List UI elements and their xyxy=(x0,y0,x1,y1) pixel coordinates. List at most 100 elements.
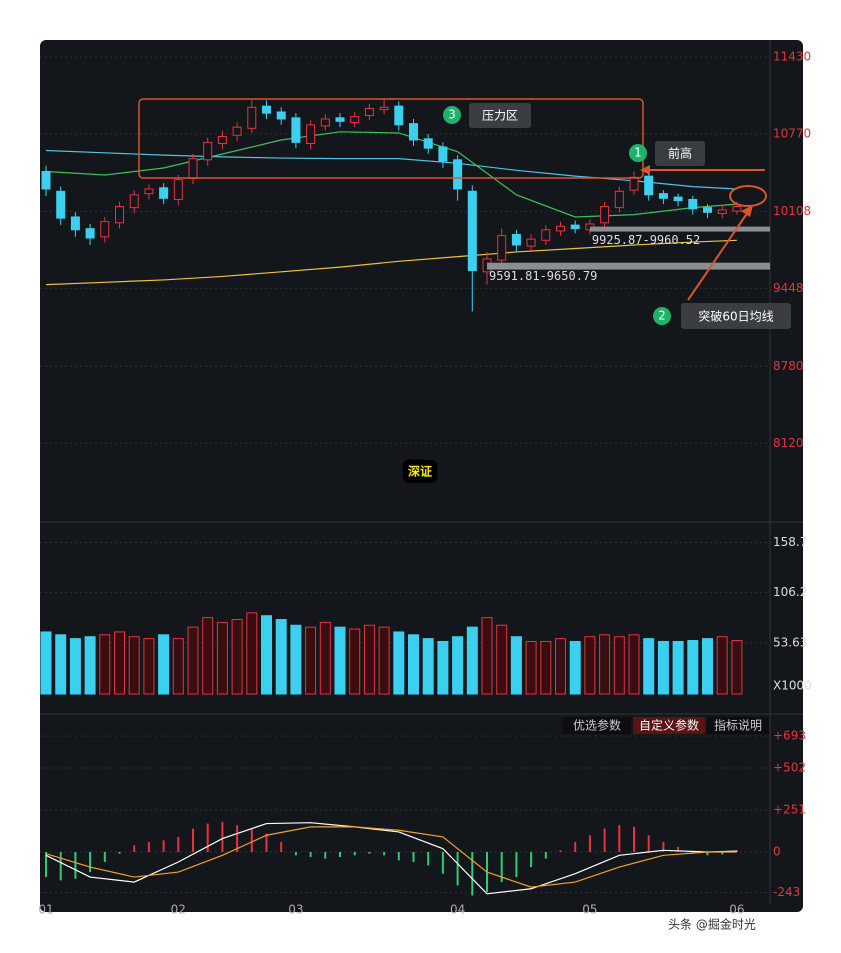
volume-bar xyxy=(613,636,625,695)
callout-box xyxy=(469,103,531,128)
line xyxy=(45,131,737,218)
badge-number: 3 xyxy=(448,108,456,122)
candle-body xyxy=(291,117,301,143)
candle-body xyxy=(247,106,257,129)
candle-body xyxy=(217,135,227,144)
button[interactable] xyxy=(707,717,769,734)
volume-bar xyxy=(731,640,743,695)
candle-body xyxy=(262,105,271,114)
x-tick-label: 03 xyxy=(288,903,303,917)
volume-bar xyxy=(657,640,669,695)
y-tick-label: 10108 xyxy=(773,204,811,218)
candle-body xyxy=(732,205,742,212)
volume-bar xyxy=(408,634,419,695)
candle-body xyxy=(703,207,712,213)
volume-bar xyxy=(378,626,390,695)
volume-bar xyxy=(319,621,331,695)
y-tick-label: 8780 xyxy=(773,359,804,373)
candle-body xyxy=(115,205,124,224)
volume-bar xyxy=(231,619,243,695)
volume-bar xyxy=(510,636,522,695)
button-label[interactable]: 优选参数 xyxy=(573,718,621,733)
volume-bar xyxy=(525,640,537,695)
arrow-head xyxy=(741,205,753,217)
candle-body xyxy=(629,176,639,191)
x-tick-label: 05 xyxy=(582,903,597,917)
volume-bar xyxy=(452,636,464,695)
volume-bar xyxy=(69,638,81,695)
candle-body xyxy=(614,190,624,209)
callout-text: 突破60日均线 xyxy=(698,309,773,324)
candle-body xyxy=(306,124,316,144)
button-label[interactable]: 指标说明 xyxy=(714,718,762,733)
y-tick-label: 106.2 xyxy=(773,585,807,599)
volume-bar xyxy=(349,628,361,695)
volume-bar xyxy=(305,626,317,695)
candle-body xyxy=(644,175,654,196)
highlight-circle xyxy=(729,185,767,207)
candle-body xyxy=(159,187,169,199)
candle-body xyxy=(556,225,565,232)
volume-bar xyxy=(55,634,67,695)
volume-bar xyxy=(393,631,405,695)
badge-number: 1 xyxy=(634,146,642,160)
candle-body xyxy=(188,158,198,179)
button[interactable] xyxy=(633,717,705,734)
x-tick-label: 02 xyxy=(171,903,186,917)
volume-bar xyxy=(496,624,508,695)
candle-body xyxy=(56,190,66,219)
y-tick-label: 10770 xyxy=(773,127,811,141)
candle-body xyxy=(394,105,404,126)
candle-body xyxy=(276,111,286,120)
candle-body xyxy=(41,170,51,190)
candle-body xyxy=(350,116,360,123)
candle-body xyxy=(100,221,110,238)
zone-label: 9925.87-9960.52 xyxy=(592,233,700,247)
volume-bar xyxy=(702,638,713,695)
badge-number: 2 xyxy=(658,309,666,323)
button-label[interactable]: 自定义参数 xyxy=(639,718,699,733)
callout-text: 前高 xyxy=(668,146,692,161)
volume-bar xyxy=(334,626,346,695)
candle-body xyxy=(409,123,418,141)
volume-bar xyxy=(643,638,655,695)
y-tick-label: 53.63 xyxy=(773,635,807,649)
volume-bar xyxy=(672,640,684,695)
y-tick-label: 9448 xyxy=(773,281,804,295)
x-tick-label: 06 xyxy=(729,903,744,917)
volume-bar xyxy=(114,631,125,695)
candle-body xyxy=(335,117,345,122)
volume-bar xyxy=(216,621,228,695)
volume-bar xyxy=(84,636,96,695)
candle-body xyxy=(129,194,139,209)
y-tick-label: +693 xyxy=(773,729,806,743)
candle-body xyxy=(717,209,727,214)
candle-body xyxy=(688,198,698,210)
candle-body xyxy=(453,159,463,190)
volume-bar xyxy=(363,624,375,695)
line xyxy=(45,822,737,895)
x-tick-label: 01 xyxy=(38,903,53,917)
candle-body xyxy=(600,205,610,224)
panel xyxy=(40,40,803,912)
volume-bar xyxy=(569,640,581,695)
arrow xyxy=(687,211,749,301)
candle-body xyxy=(364,107,374,116)
button[interactable] xyxy=(563,717,631,734)
volume-bar xyxy=(466,626,478,695)
volume-bar xyxy=(599,634,611,695)
candle-body xyxy=(526,238,536,247)
watermark: 头条 @掘金时光 xyxy=(668,917,756,932)
volume-bar xyxy=(246,612,258,695)
volume-bar xyxy=(172,638,184,695)
unit-label: X1000 xyxy=(773,679,812,693)
candle-body xyxy=(320,118,330,127)
zone xyxy=(589,226,770,232)
candle-body xyxy=(673,196,683,202)
callout-box xyxy=(681,303,791,329)
badge xyxy=(629,144,647,162)
arrow-head xyxy=(640,165,650,175)
candle-body xyxy=(173,179,183,200)
x-tick-label: 04 xyxy=(450,903,465,917)
